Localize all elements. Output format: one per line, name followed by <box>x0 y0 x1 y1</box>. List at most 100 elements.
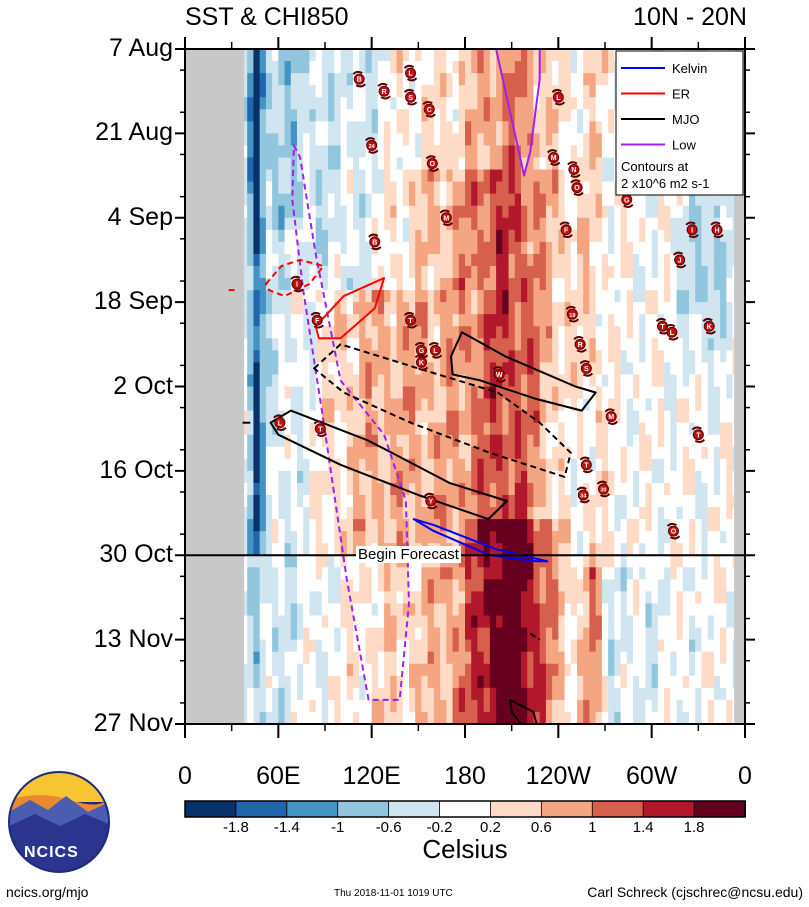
heat-cell <box>577 579 584 593</box>
heat-cell <box>321 290 329 303</box>
heat-cell <box>713 687 721 701</box>
heat-cell <box>458 121 466 134</box>
heat-cell <box>402 338 410 351</box>
heat-cell <box>545 386 553 400</box>
heat-cell <box>651 458 659 472</box>
heat-cell <box>328 265 335 279</box>
heat-cell <box>477 615 485 629</box>
heat-cell <box>639 217 647 231</box>
heat-cell <box>533 338 541 351</box>
heat-cell <box>346 241 354 255</box>
heat-cell <box>321 85 329 98</box>
heat-cell <box>346 73 354 86</box>
heat-cell <box>390 519 398 532</box>
heat-cell <box>265 519 273 532</box>
heat-cell <box>396 157 404 171</box>
heat-cell <box>502 603 510 617</box>
heat-cell <box>253 181 261 195</box>
heat-cell <box>471 591 479 605</box>
heat-cell <box>508 567 516 580</box>
heat-cell <box>564 181 572 195</box>
heat-cell <box>409 253 416 267</box>
heat-cell <box>247 591 255 605</box>
heat-cell <box>614 410 622 424</box>
heat-cell <box>346 543 354 556</box>
heat-cell <box>601 350 609 363</box>
heat-cell <box>458 675 466 689</box>
heat-cell <box>477 410 485 424</box>
heat-cell <box>371 410 379 424</box>
heat-cell <box>633 278 640 291</box>
heat-cell <box>415 711 423 724</box>
heat-cell <box>272 181 279 195</box>
heat-cell <box>321 699 329 713</box>
heat-cell <box>458 651 466 665</box>
heat-cell <box>328 410 335 424</box>
heat-cell <box>483 627 491 641</box>
heat-cell <box>241 482 248 496</box>
heat-cell <box>415 374 423 388</box>
heat-cell <box>409 507 416 520</box>
heat-cell <box>577 699 584 713</box>
heat-cell <box>533 205 541 219</box>
heat-cell <box>465 338 472 351</box>
heat-cell <box>539 302 547 315</box>
heat-cell <box>384 651 391 665</box>
heat-cell <box>707 470 715 484</box>
heat-cell <box>664 639 671 653</box>
heat-cell <box>440 398 447 412</box>
heat-cell <box>465 362 472 376</box>
heat-cell <box>253 145 261 159</box>
heat-cell <box>701 507 709 520</box>
heat-cell <box>446 133 454 147</box>
heat-cell <box>340 229 348 243</box>
heat-cell <box>427 326 435 339</box>
heat-cell <box>539 121 547 134</box>
heat-cell <box>272 603 279 617</box>
heat-cell <box>595 663 603 677</box>
heat-cell <box>508 470 516 484</box>
heat-cell <box>633 651 640 665</box>
heat-cell <box>272 241 279 255</box>
heat-cell <box>284 615 292 629</box>
heat-cell <box>521 109 528 122</box>
heat-cell <box>241 410 248 424</box>
heat-cell <box>359 567 367 580</box>
heat-cell <box>577 519 584 532</box>
heat-cell <box>377 290 385 303</box>
heat-cell <box>384 217 391 231</box>
heat-cell <box>608 591 615 605</box>
heat-cell <box>689 675 696 689</box>
heat-cell <box>284 217 292 231</box>
heat-cell <box>384 181 391 195</box>
heat-cell <box>247 109 255 122</box>
heat-cell <box>521 627 528 641</box>
heat-cell <box>402 193 410 207</box>
heat-cell <box>614 314 622 327</box>
heat-cell <box>570 374 578 388</box>
heat-cell <box>614 639 622 653</box>
heat-cell <box>402 290 410 303</box>
heat-cell <box>303 193 311 207</box>
heat-cell <box>589 290 597 303</box>
heat-cell <box>626 302 634 315</box>
heat-cell <box>471 458 479 472</box>
heat-cell <box>695 555 703 568</box>
heat-cell <box>564 362 572 376</box>
heat-cell <box>577 639 584 653</box>
heat-cell <box>377 446 385 460</box>
heat-cell <box>508 169 516 183</box>
heat-cell <box>334 446 342 460</box>
heat-cell <box>682 579 690 593</box>
heat-cell <box>514 338 522 351</box>
heat-cell <box>577 410 584 424</box>
heat-cell <box>452 241 460 255</box>
heat-cell <box>290 181 298 195</box>
heat-cell <box>390 217 398 231</box>
heat-cell <box>471 386 479 400</box>
heat-cell <box>533 543 541 556</box>
heat-cell <box>409 193 416 207</box>
heat-cell <box>247 675 255 689</box>
heat-cell <box>346 627 354 641</box>
heat-cell <box>496 687 503 701</box>
